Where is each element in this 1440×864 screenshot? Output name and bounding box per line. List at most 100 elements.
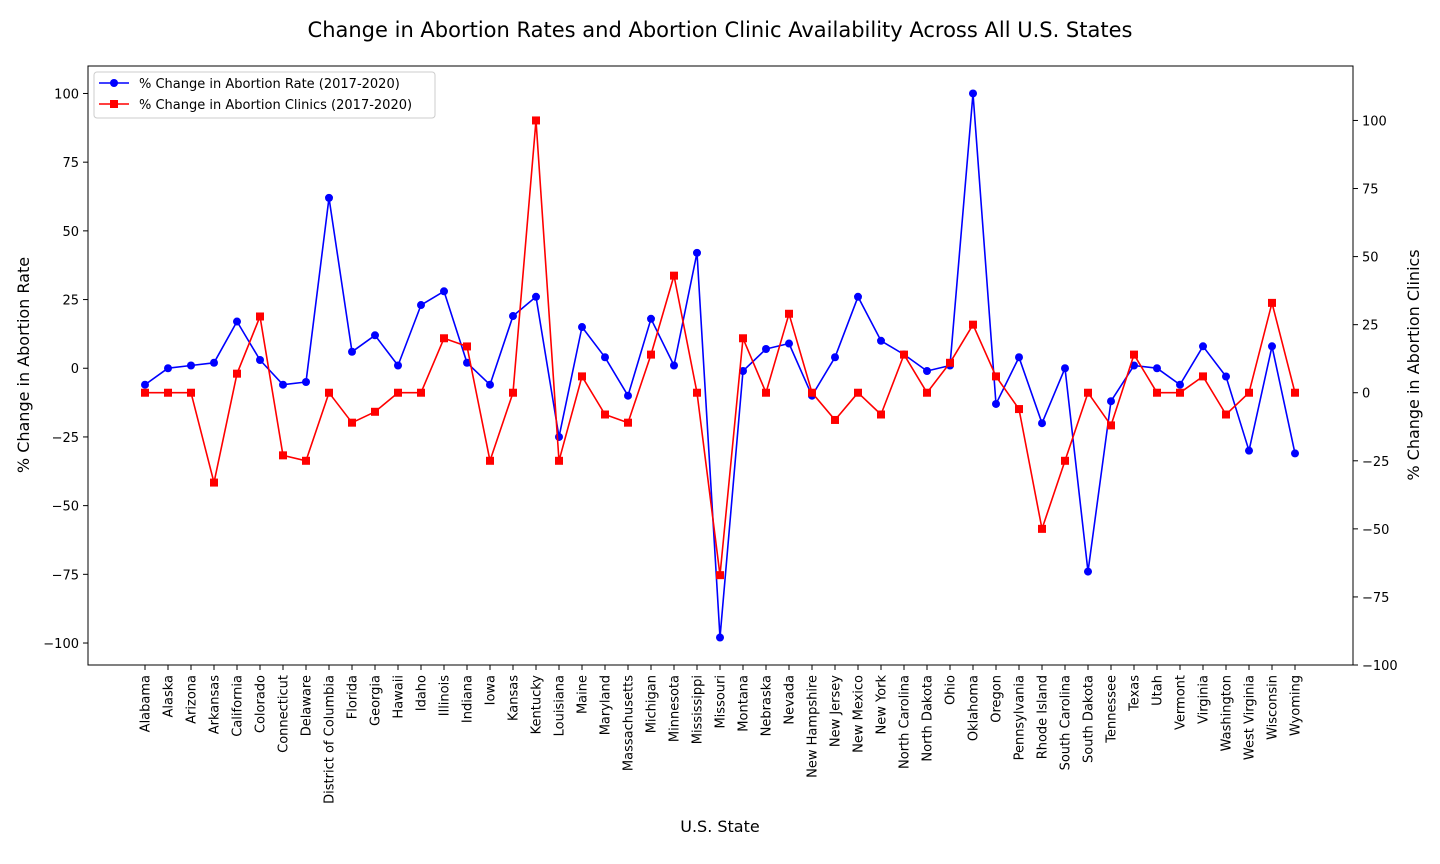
x-tick-label: Delaware — [300, 675, 315, 736]
x-tick-label: Florida — [346, 675, 361, 719]
data-point — [187, 361, 195, 370]
x-tick-label: New Jersey — [829, 675, 844, 747]
data-point — [762, 345, 770, 354]
right-y-tick-label: 25 — [1362, 319, 1379, 334]
data-point — [532, 292, 540, 301]
data-point — [877, 410, 885, 419]
data-point — [624, 391, 632, 400]
data-point — [601, 353, 609, 362]
data-point — [739, 334, 747, 343]
data-point — [555, 432, 563, 441]
series-layer — [141, 89, 1299, 642]
data-point — [348, 418, 356, 427]
data-point — [1038, 419, 1046, 428]
x-tick-label: Alabama — [139, 675, 154, 732]
data-point — [1107, 397, 1115, 406]
x-tick-label: Mississippi — [691, 675, 706, 744]
series-abortion-clinics — [141, 116, 1299, 580]
left-y-tick-label: 50 — [62, 225, 79, 240]
x-tick-label: Maryland — [599, 675, 614, 735]
right-y-tick-label: −50 — [1362, 523, 1389, 538]
data-point — [1107, 421, 1115, 430]
data-point — [1153, 364, 1161, 373]
data-point — [1199, 342, 1207, 351]
data-point — [992, 399, 1000, 408]
data-point — [417, 301, 425, 310]
left-y-tick-label: 75 — [62, 156, 79, 171]
data-point — [1176, 380, 1184, 389]
left-y-tick-label: 0 — [71, 362, 79, 377]
data-point — [1199, 372, 1207, 381]
data-point — [716, 633, 724, 642]
x-tick-label: Maine — [576, 675, 591, 714]
data-point — [854, 388, 862, 397]
data-point — [854, 292, 862, 301]
x-tick-label: Michigan — [645, 675, 660, 733]
right-y-tick-label: −75 — [1362, 591, 1389, 606]
x-tick-label: Illinois — [438, 675, 453, 716]
data-point — [141, 380, 149, 389]
x-tick-label: California — [231, 675, 246, 737]
data-point — [1153, 388, 1161, 397]
x-tick-label: Rhode Island — [1036, 675, 1051, 759]
data-point — [210, 478, 218, 487]
data-point — [1061, 456, 1069, 465]
left-y-tick-label: −50 — [52, 500, 79, 515]
x-tick-label: New York — [875, 675, 890, 735]
data-point — [969, 89, 977, 98]
data-point — [1084, 567, 1092, 576]
x-tick-label: Wisconsin — [1266, 675, 1281, 740]
x-tick-label: Arizona — [185, 675, 200, 724]
data-point — [371, 331, 379, 340]
data-point — [1291, 388, 1299, 397]
data-point — [417, 388, 425, 397]
x-tick-label: Hawaii — [392, 675, 407, 719]
x-tick-label: Kentucky — [530, 675, 545, 735]
data-point — [1130, 350, 1138, 359]
left-y-tick-label: −100 — [43, 637, 79, 652]
right-y-tick-label: −100 — [1362, 659, 1398, 674]
right-y-tick-label: 75 — [1362, 183, 1379, 198]
data-point — [1176, 388, 1184, 397]
data-point — [946, 358, 954, 367]
data-point — [486, 456, 494, 465]
data-point — [187, 388, 195, 397]
x-tick-label: Massachusetts — [622, 675, 637, 771]
x-tick-label: Wyoming — [1289, 675, 1304, 736]
data-point — [325, 388, 333, 397]
data-point — [325, 193, 333, 202]
right-y-tick-label: 0 — [1362, 387, 1370, 402]
x-tick-label: Oregon — [990, 675, 1005, 723]
data-point — [900, 350, 908, 359]
right-y-tick-label: 100 — [1362, 114, 1387, 129]
data-point — [601, 410, 609, 419]
data-point — [693, 388, 701, 397]
legend-box — [93, 71, 436, 119]
x-tick-label: Oklahoma — [967, 675, 982, 741]
data-point — [440, 334, 448, 343]
data-point — [992, 372, 1000, 381]
data-point — [279, 451, 287, 460]
data-point — [578, 323, 586, 332]
data-point — [831, 353, 839, 362]
data-point — [233, 369, 241, 378]
data-point — [394, 388, 402, 397]
x-tick-label: North Dakota — [921, 675, 936, 762]
data-point — [302, 456, 310, 465]
x-tick-label: Texas — [1128, 675, 1143, 712]
x-tick-label: Minnesota — [668, 675, 683, 742]
data-point — [1245, 388, 1253, 397]
data-point — [877, 336, 885, 345]
left-y-tick-label: −25 — [52, 431, 79, 446]
data-point — [440, 287, 448, 296]
data-point — [739, 366, 747, 375]
data-point — [1015, 405, 1023, 414]
data-point — [1291, 449, 1299, 458]
x-tick-label: Virginia — [1197, 675, 1212, 724]
data-point — [1015, 353, 1023, 362]
data-point — [532, 116, 540, 125]
data-point — [555, 456, 563, 465]
legend-label-rate: % Change in Abortion Rate (2017-2020) — [139, 77, 400, 92]
data-point — [1268, 298, 1276, 307]
